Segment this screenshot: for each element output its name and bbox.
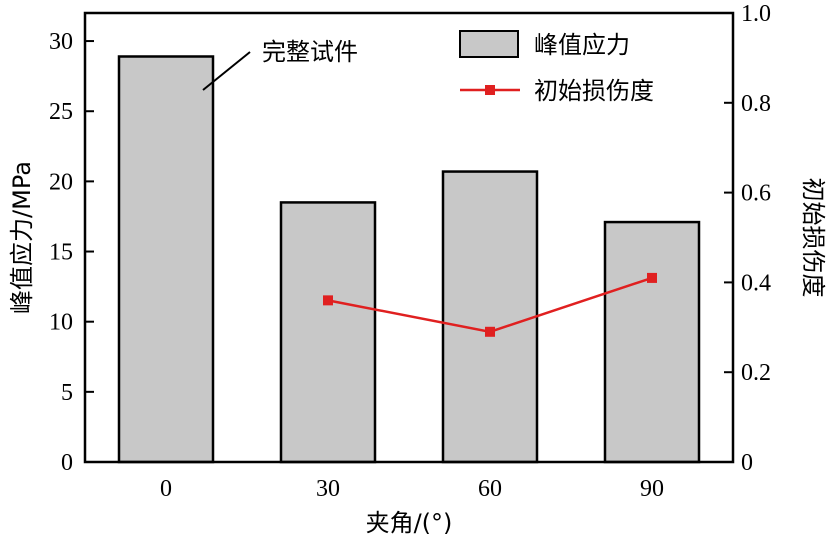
damage-point-90 [647,272,657,283]
bar-30 [279,201,377,464]
y-left-tick-label: 0 [61,450,73,476]
x-tick-label: 30 [316,476,340,502]
y-left-tick-label: 20 [49,169,73,195]
bar-group [117,55,701,464]
x-axis-title: 夹角/(°) [366,509,453,537]
legend-label-line: 初始损伤度 [534,77,654,105]
y-right-tick-label: 0.6 [741,181,771,207]
bar-60 [441,170,539,464]
y-right-tick-label: 1.0 [741,1,771,27]
y-left-tick-label: 30 [49,29,73,55]
y-left-tick-label: 10 [49,310,73,336]
legend-line-marker [485,85,495,95]
y-left-tick-label: 25 [49,99,73,125]
y-right-axis-title: 初始损伤度 [799,178,827,298]
x-tick-label: 90 [640,476,664,502]
y-right-tick-label: 0.8 [741,91,771,117]
damage-point-60 [485,326,495,337]
x-tick-label: 0 [160,476,172,502]
y-right-tick-label: 0.4 [741,270,771,296]
damage-line-group [323,272,657,337]
legend-bar-swatch [459,30,519,58]
annotation-text: 完整试件 [262,38,358,66]
bar-90 [603,220,701,464]
y-right-tick-label: 0.2 [741,360,771,386]
plot-frame [83,11,735,464]
annotation-group: 完整试件 [202,38,358,91]
damage-point-30 [323,295,333,306]
axes-group: 0 5 10 15 20 25 30 0 0.2 0.4 0.6 0.8 1.0 0 30 60 90 夹角/(°… [8,1,827,537]
y-right-tick-label: 0 [741,450,753,476]
y-left-axis-title: 峰值应力/MPa [8,161,36,314]
legend-label-bars: 峰值应力 [534,31,630,59]
y-left-tick-label: 15 [49,240,73,266]
x-tick-label: 60 [478,476,502,502]
y-left-tick-label: 5 [61,380,73,406]
bar-0 [117,55,215,464]
annotation-leader-line [202,51,251,91]
